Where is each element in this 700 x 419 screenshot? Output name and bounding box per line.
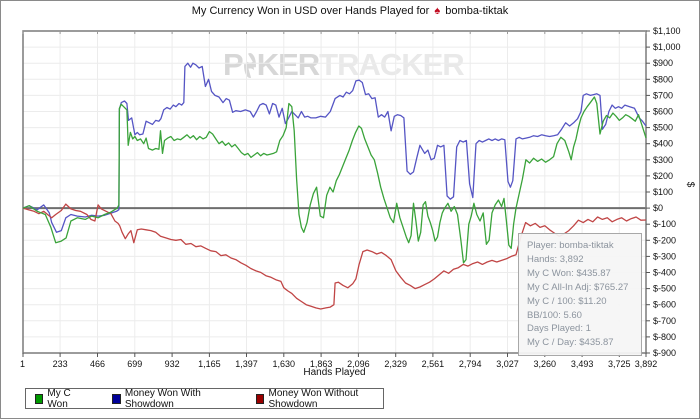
x-tick-label: 2,096 bbox=[347, 359, 370, 369]
watermark-part3: TRACKER bbox=[319, 47, 465, 82]
legend-item-2: Money Won Without Showdown bbox=[256, 388, 383, 410]
y-tick-label: $300 bbox=[653, 155, 673, 165]
y-tick-label: $600 bbox=[653, 107, 673, 117]
y-tick-label: $500 bbox=[653, 123, 673, 133]
y-tick-label: $-900 bbox=[653, 348, 676, 358]
y-tick-label: $-700 bbox=[653, 316, 676, 326]
y-tick-label: $900 bbox=[653, 58, 673, 68]
x-tick-label: 3,260 bbox=[534, 359, 557, 369]
series-line-2 bbox=[22, 203, 647, 310]
x-tick-label: 2,794 bbox=[459, 359, 482, 369]
y-tick-label: $-600 bbox=[653, 300, 676, 310]
legend-swatch-icon bbox=[112, 393, 121, 404]
y-tick-label: $0 bbox=[653, 203, 663, 213]
y-tick-label: $400 bbox=[653, 139, 673, 149]
y-tick-label: $700 bbox=[653, 90, 673, 100]
x-tick-label: 699 bbox=[127, 359, 142, 369]
stats-tooltip-line: Player: bomba-tiktak bbox=[527, 240, 614, 251]
x-axis-title: Hands Played bbox=[303, 367, 366, 378]
x-tick-label: 3,027 bbox=[496, 359, 519, 369]
stats-tooltip-line: BB/100: 5.60 bbox=[527, 309, 582, 321]
y-tick-label: $1,000 bbox=[653, 42, 681, 52]
x-tick-label: 932 bbox=[165, 359, 180, 369]
pokertracker-spade-icon: ♠ bbox=[434, 5, 441, 17]
series-line-1 bbox=[22, 62, 647, 233]
y-tick-label: $-800 bbox=[653, 332, 676, 342]
legend-item-1: Money Won With Showdown bbox=[112, 388, 228, 410]
legend: My C Won Money Won With Showdown Money Won… bbox=[25, 388, 384, 410]
y-tick-label: $-200 bbox=[653, 235, 676, 245]
stats-tooltip-line: My C Won: $435.87 bbox=[527, 267, 611, 279]
x-tick-label: 233 bbox=[53, 359, 68, 369]
y-tick-label: $-400 bbox=[653, 268, 676, 278]
y-axis-title: $ bbox=[684, 181, 696, 188]
y-tick-label: $200 bbox=[653, 171, 673, 181]
y-tick-label: $-300 bbox=[653, 251, 676, 261]
x-tick-label: 1,165 bbox=[198, 359, 221, 369]
stats-tooltip-line: Days Played: 1 bbox=[527, 323, 591, 335]
legend-label: Money Won Without Showdown bbox=[268, 387, 359, 410]
y-tick-label: $-500 bbox=[653, 284, 676, 294]
x-tick-label: 3,493 bbox=[571, 359, 594, 369]
watermark-part1: P bbox=[223, 47, 244, 82]
y-tick-label: $1,100 bbox=[653, 26, 681, 36]
x-tick-label: 1,630 bbox=[273, 359, 296, 369]
stats-tooltip-line: My C All-In Adj: $765.27 bbox=[527, 281, 629, 293]
legend-swatch-icon bbox=[35, 393, 44, 404]
chart-title: My Currency Won in USD over Hands Played… bbox=[1, 5, 699, 17]
legend-label: Money Won With Showdown bbox=[124, 387, 201, 410]
y-tick-label: $800 bbox=[653, 74, 673, 84]
x-tick-label: 1 bbox=[20, 359, 25, 369]
x-tick-label: 2,561 bbox=[422, 359, 445, 369]
x-tick-label: 2,329 bbox=[384, 359, 407, 369]
series-line-0 bbox=[22, 96, 647, 264]
stats-tooltip: Player: bomba-tiktak Hands: 3,892 My C Won… bbox=[518, 233, 642, 356]
chart-title-text: My Currency Won in USD over Hands Played… bbox=[191, 5, 430, 17]
x-tick-label: 3,725 bbox=[608, 359, 631, 369]
x-tick-label: 1,863 bbox=[310, 359, 333, 369]
x-tick-label: 466 bbox=[90, 359, 105, 369]
x-tick-label: 3,892 bbox=[635, 359, 658, 369]
watermark-part2: KER bbox=[256, 47, 320, 82]
legend-item-0: My C Won bbox=[35, 388, 84, 410]
stats-tooltip-line: My C / Day: $435.87 bbox=[527, 337, 614, 349]
stats-tooltip-line: Hands: 3,892 bbox=[527, 253, 584, 265]
pokertracker-watermark: P KER TRACKER bbox=[223, 45, 465, 85]
legend-label: My C Won bbox=[47, 387, 71, 410]
y-tick-label: $-100 bbox=[653, 219, 676, 229]
legend-swatch-icon bbox=[256, 393, 265, 404]
y-tick-label: $100 bbox=[653, 187, 673, 197]
x-tick-label: 1,397 bbox=[235, 359, 258, 369]
chart-title-player: bomba-tiktak bbox=[445, 5, 509, 17]
stats-tooltip-line: My C / 100: $11.20 bbox=[527, 295, 607, 307]
